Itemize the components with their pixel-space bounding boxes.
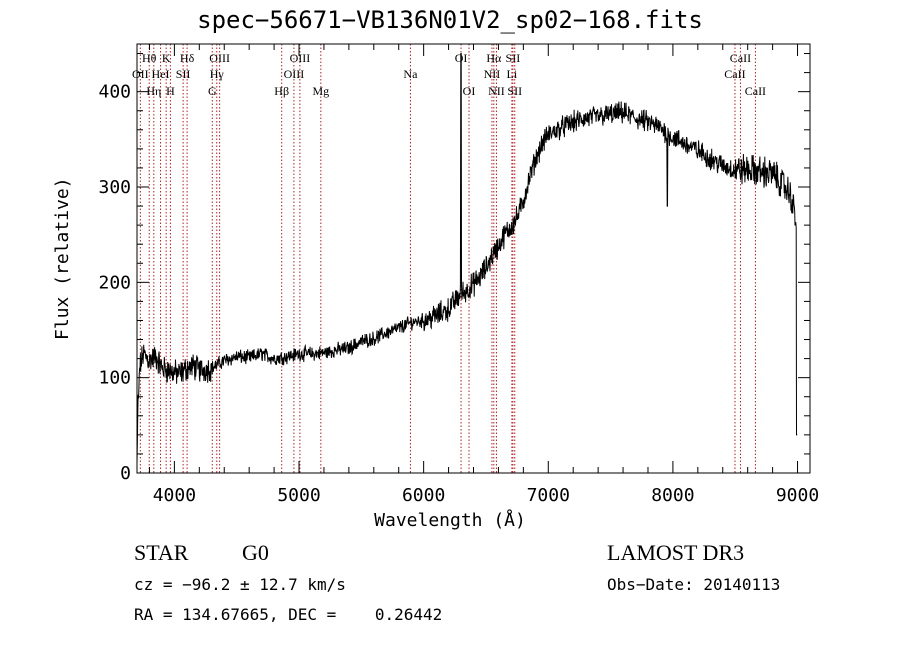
- line-label-13: Hβ: [274, 84, 289, 98]
- x-tick-label-4000: 4000: [153, 485, 196, 506]
- plot-frame: [136, 43, 811, 474]
- chart-title: spec−56671−VB136N01V2_sp02−168.fits: [197, 6, 703, 34]
- x-axis: 4000 5000 6000 7000 8000 9000: [148, 44, 819, 506]
- spectrum-line: [136, 53, 798, 464]
- line-label-10: G: [208, 84, 217, 98]
- line-label-12: OIII: [284, 67, 305, 81]
- x-tick-label-8000: 8000: [651, 485, 694, 506]
- survey-name: LAMOST DR3: [607, 540, 745, 565]
- line-label-25: CaII: [724, 67, 745, 81]
- x-tick-label-6000: 6000: [402, 485, 445, 506]
- line-label-3: K: [162, 51, 171, 65]
- line-label-5: H: [166, 84, 175, 98]
- line-label-9: Hγ: [210, 67, 225, 81]
- y-tick-label-300: 300: [98, 177, 131, 198]
- x-tick-label-9000: 9000: [776, 485, 819, 506]
- line-label-20: NII: [488, 84, 505, 98]
- object-class: STAR: [134, 540, 189, 565]
- spectrum-series: [136, 53, 798, 464]
- line-label-21: SII: [506, 51, 521, 65]
- redshift-cz: cz = −96.2 ± 12.7 km/s: [134, 575, 346, 594]
- line-label-18: Hα: [486, 51, 502, 65]
- x-tick-label-7000: 7000: [527, 485, 570, 506]
- y-axis-label: Flux (relative): [52, 177, 73, 340]
- line-label-19: NII: [484, 67, 501, 81]
- line-label-11: OIII: [290, 51, 311, 65]
- y-tick-label-400: 400: [98, 82, 131, 103]
- spectral-line-labels: Hθ OII Hη K HeI H Hδ SII OIII Hγ G OIII OIII Hβ Mg Na OI…: [132, 51, 766, 98]
- coordinates: RA = 134.67665, DEC = 0.26442: [134, 605, 443, 624]
- spectral-line-markers: [139, 44, 756, 473]
- line-label-7: SII: [176, 67, 191, 81]
- line-label-17: OI: [463, 84, 476, 98]
- line-label-0: Hθ: [142, 51, 157, 65]
- line-label-24: CaII: [730, 51, 751, 65]
- line-label-15: Na: [403, 67, 418, 81]
- line-label-26: CaII: [745, 84, 766, 98]
- line-label-8: OIII: [209, 51, 230, 65]
- y-axis: 0 100 200 300 400: [98, 53, 810, 484]
- y-tick-label-200: 200: [98, 272, 131, 293]
- line-label-14: Mg: [312, 84, 329, 98]
- line-label-2: Hη: [146, 84, 161, 98]
- x-tick-label-5000: 5000: [277, 485, 320, 506]
- x-axis-label: Wavelength (Å): [374, 510, 526, 531]
- line-label-1: OII: [132, 67, 149, 81]
- line-label-6: Hδ: [180, 51, 195, 65]
- line-label-22: Li: [507, 67, 518, 81]
- line-label-4: HeI: [152, 67, 170, 81]
- y-tick-label-100: 100: [98, 368, 131, 389]
- object-subclass: G0: [242, 540, 269, 565]
- y-tick-label-0: 0: [120, 463, 131, 484]
- observation-date: Obs−Date: 20140113: [607, 575, 781, 594]
- line-label-23: SII: [507, 84, 522, 98]
